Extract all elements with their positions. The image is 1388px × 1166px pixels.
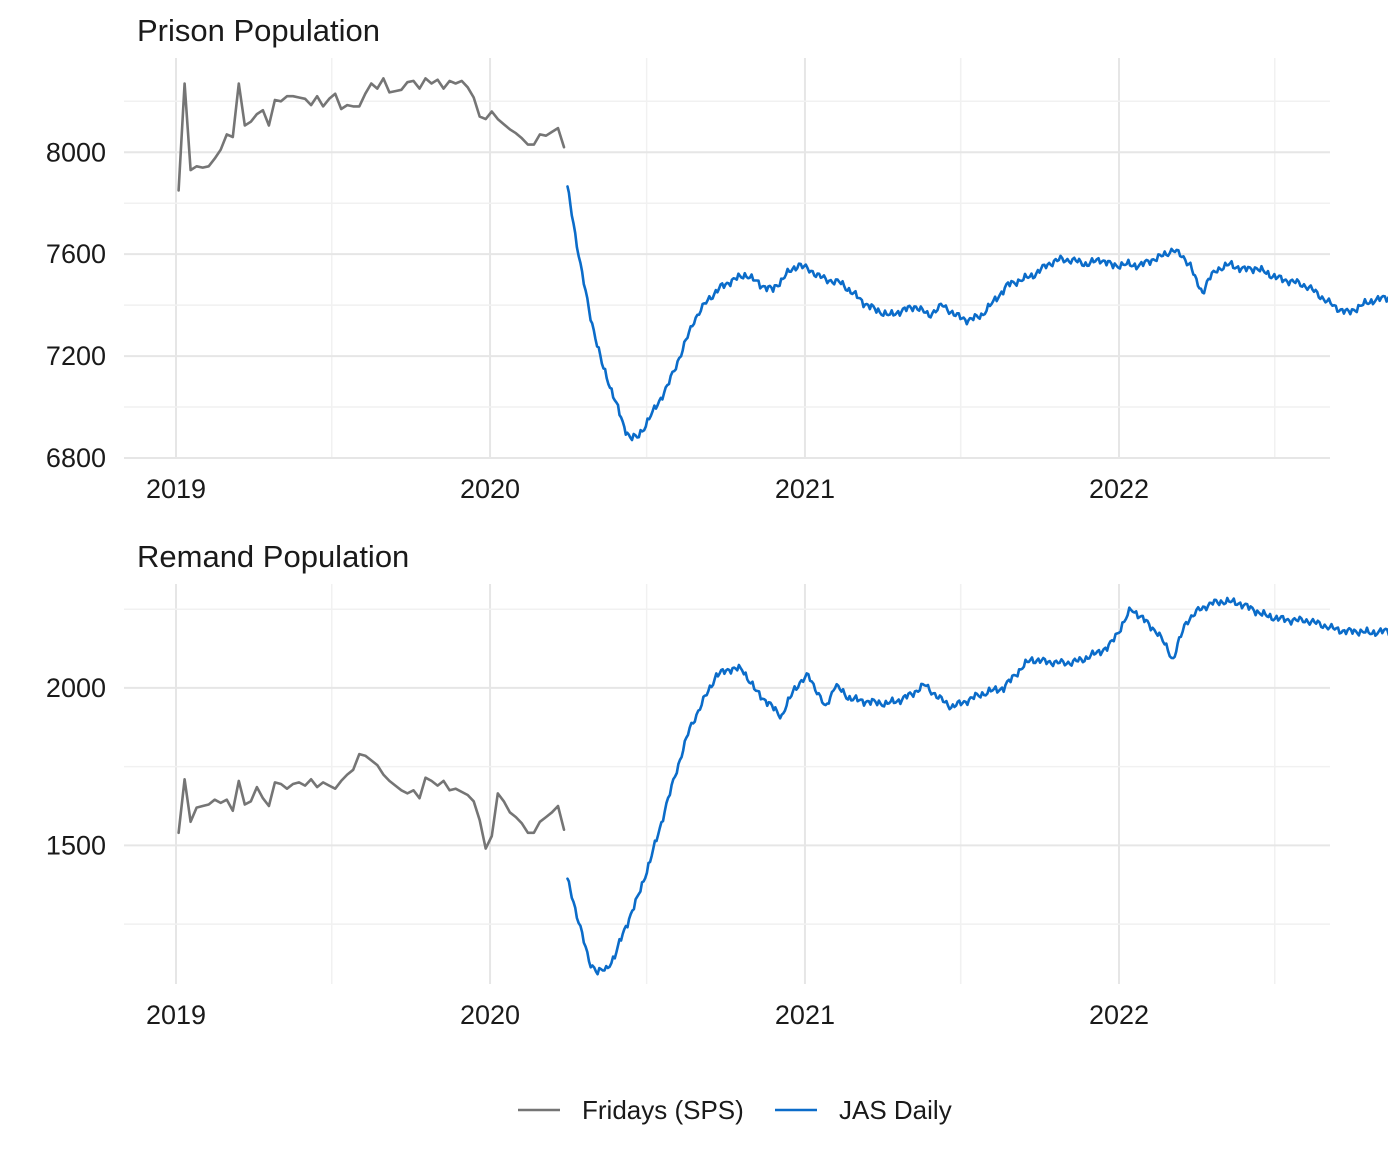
prison-y-tick-label: 7600: [46, 239, 106, 269]
legend-label-jas-daily: JAS Daily: [839, 1095, 952, 1125]
remand-series-fridays-sps: [177, 752, 566, 850]
prison-y-tick-label: 8000: [46, 137, 106, 167]
prison-x-tick-label: 2019: [146, 474, 206, 504]
prison-series-jas-daily: [566, 185, 1388, 442]
remand-series-jas-daily: [566, 596, 1388, 976]
remand-x-tick-label: 2019: [146, 1000, 206, 1030]
prison-gridlines: [124, 58, 1330, 459]
legend-label-fridays-sps: Fridays (SPS): [582, 1095, 744, 1125]
remand-x-tick-label: 2020: [460, 1000, 520, 1030]
remand-x-tick-label: 2021: [775, 1000, 835, 1030]
prison-x-tick-label: 2021: [775, 474, 835, 504]
remand-y-tick-label: 1500: [46, 830, 106, 860]
remand-population-title: Remand Population: [137, 539, 409, 574]
legend: Fridays (SPS) JAS Daily: [518, 1095, 952, 1125]
remand-y-tick-label: 2000: [46, 673, 106, 703]
prison-y-tick-label: 7200: [46, 341, 106, 371]
remand-x-tick-label: 2022: [1089, 1000, 1149, 1030]
remand-population-panel: Remand Population 1500 2000 2019 2020 2021 20…: [46, 539, 1388, 1030]
prison-x-tick-label: 2022: [1089, 474, 1149, 504]
prison-series-fridays-sps: [177, 77, 566, 192]
prison-population-panel: Prison Population 6800 7200 7600 8000 2019 20…: [46, 13, 1388, 504]
prison-y-tick-label: 6800: [46, 443, 106, 473]
prison-x-tick-label: 2020: [460, 474, 520, 504]
prison-population-title: Prison Population: [137, 13, 380, 48]
